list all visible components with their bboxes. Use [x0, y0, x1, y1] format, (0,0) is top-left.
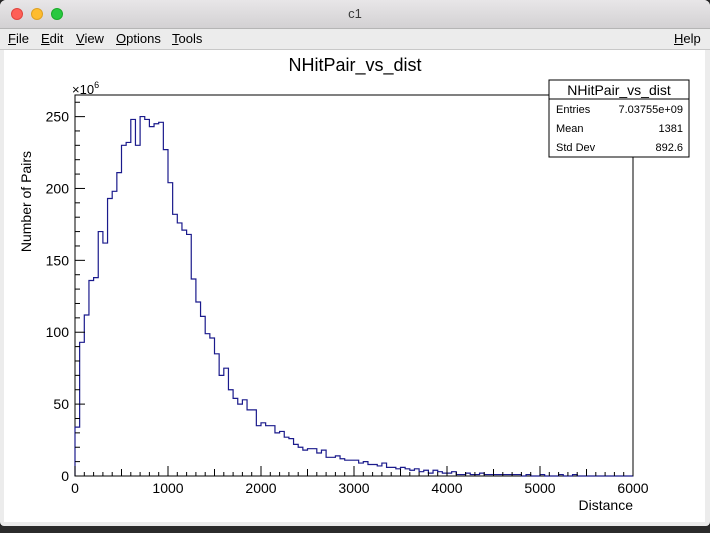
- x-tick-label: 4000: [431, 480, 462, 496]
- menu-help[interactable]: Help: [674, 31, 701, 46]
- menu-file[interactable]: File: [8, 31, 29, 46]
- y-exponent-label: ×106: [72, 80, 99, 97]
- stats-mean-value: 1381: [659, 123, 683, 135]
- desktop-background: [0, 526, 710, 533]
- x-tick-label: 2000: [245, 480, 276, 496]
- menu-bar: File Edit View Options Tools Help: [0, 29, 710, 50]
- stats-entries-value: 7.03755e+09: [618, 104, 683, 116]
- plot-area: 0 1000 2000 3000 4000 5000 6000 0 50 100 150 200 250: [46, 94, 649, 496]
- histogram-svg: NHitPair_vs_dist 0 1000 2000 3000 4000 5000 60…: [18, 55, 690, 513]
- stats-stddev-label: Std Dev: [556, 142, 596, 154]
- stats-stddev-value: 892.6: [655, 142, 683, 154]
- menu-tools[interactable]: Tools: [172, 31, 203, 46]
- window-title: c1: [348, 6, 362, 21]
- y-tick-label: 150: [46, 252, 70, 268]
- y-tick-label: 100: [46, 324, 70, 340]
- menu-view[interactable]: View: [76, 31, 104, 46]
- y-tick-label: 50: [53, 396, 69, 412]
- y-axis-title: Number of Pairs: [18, 151, 34, 252]
- stats-box[interactable]: NHitPair_vs_dist Entries 7.03755e+09 Mea…: [548, 79, 690, 158]
- stats-box-frame: [548, 79, 690, 158]
- title-bar[interactable]: c1: [0, 0, 710, 29]
- x-tick-label: 5000: [524, 480, 555, 496]
- y-tick-label: 0: [61, 468, 69, 484]
- maximize-window-icon[interactable]: [51, 8, 63, 20]
- y-tick-label: 200: [46, 180, 70, 196]
- stats-entries-label: Entries: [556, 104, 591, 116]
- x-tick-label: 6000: [617, 480, 648, 496]
- chart-title: NHitPair_vs_dist: [288, 55, 421, 76]
- x-axis-title: Distance: [579, 497, 634, 513]
- x-tick-label: 1000: [152, 480, 183, 496]
- histogram-line: [74, 115, 633, 477]
- stats-mean-label: Mean: [556, 123, 584, 135]
- menu-options[interactable]: Options: [116, 31, 161, 46]
- minimize-window-icon[interactable]: [31, 8, 43, 20]
- x-tick-label: 0: [71, 480, 79, 496]
- plot-canvas[interactable]: NHitPair_vs_dist 0 1000 2000 3000 4000 5000 60…: [4, 50, 705, 522]
- menu-edit[interactable]: Edit: [41, 31, 64, 46]
- x-tick-label: 3000: [338, 480, 369, 496]
- close-window-icon[interactable]: [11, 8, 23, 20]
- y-tick-label: 250: [46, 109, 70, 125]
- stats-title: NHitPair_vs_dist: [567, 82, 671, 98]
